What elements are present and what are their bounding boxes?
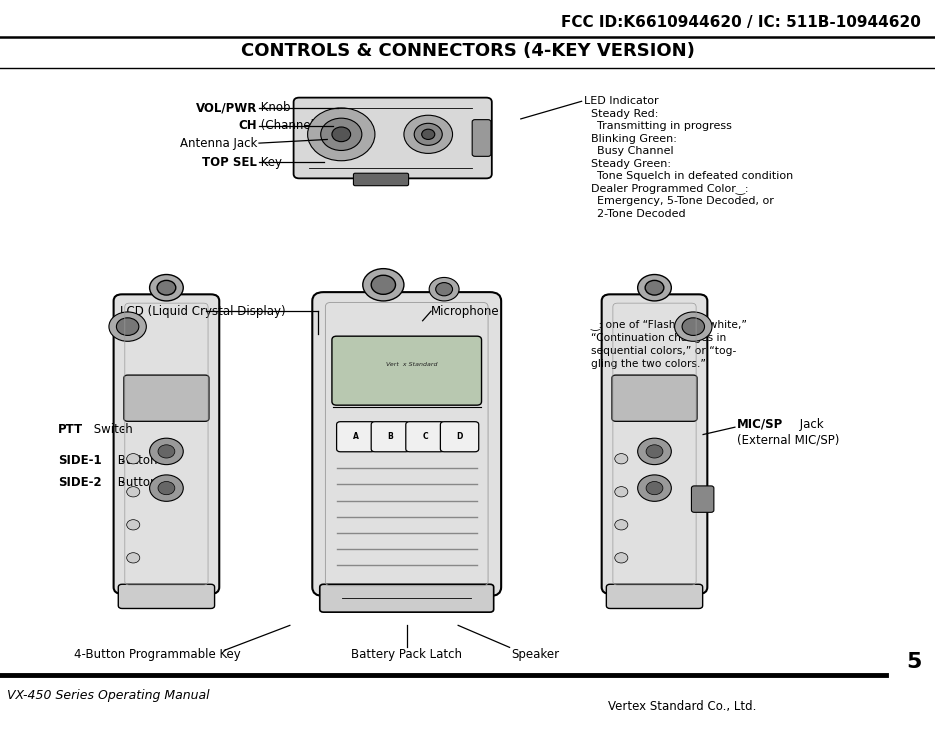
Text: LED Indicator: LED Indicator <box>584 96 659 106</box>
Text: ‿: one of “Flashing in white,”: ‿: one of “Flashing in white,” <box>591 319 748 330</box>
Text: Blinking Green:: Blinking Green: <box>591 134 677 144</box>
FancyBboxPatch shape <box>371 421 410 451</box>
FancyBboxPatch shape <box>606 584 703 608</box>
Circle shape <box>615 454 628 464</box>
Text: CH: CH <box>238 119 257 132</box>
Circle shape <box>429 277 459 301</box>
Text: Transmitting in progress: Transmitting in progress <box>597 121 732 131</box>
Text: B: B <box>387 432 394 441</box>
Circle shape <box>321 118 362 150</box>
Text: Emergency, 5-Tone Decoded, or: Emergency, 5-Tone Decoded, or <box>597 196 774 206</box>
Text: gling the two colors.”: gling the two colors.” <box>591 359 706 369</box>
Text: TOP SEL: TOP SEL <box>202 156 257 169</box>
Text: Jack: Jack <box>797 418 824 431</box>
FancyBboxPatch shape <box>406 421 444 451</box>
Circle shape <box>157 280 176 295</box>
Circle shape <box>108 312 147 341</box>
Circle shape <box>638 275 671 301</box>
Text: Speaker: Speaker <box>511 648 559 661</box>
FancyBboxPatch shape <box>440 421 479 451</box>
Text: Button: Button <box>114 454 158 468</box>
FancyBboxPatch shape <box>320 584 494 612</box>
Text: Steady Red:: Steady Red: <box>591 109 658 119</box>
Circle shape <box>638 438 671 465</box>
Circle shape <box>615 487 628 497</box>
Text: SIDE-1: SIDE-1 <box>58 454 102 468</box>
Circle shape <box>150 275 183 301</box>
Text: LCD (Liquid Crystal Display): LCD (Liquid Crystal Display) <box>120 305 285 318</box>
Circle shape <box>436 283 453 296</box>
Text: VX-450 Series Operating Manual: VX-450 Series Operating Manual <box>7 689 210 702</box>
FancyBboxPatch shape <box>353 173 409 186</box>
Circle shape <box>615 520 628 530</box>
Text: Button: Button <box>114 476 158 489</box>
Circle shape <box>150 475 183 501</box>
FancyBboxPatch shape <box>472 120 491 156</box>
FancyBboxPatch shape <box>118 584 215 608</box>
Text: Microphone: Microphone <box>431 305 499 318</box>
Circle shape <box>308 108 375 161</box>
Circle shape <box>638 475 671 501</box>
Text: MIC/SP: MIC/SP <box>737 418 783 431</box>
Circle shape <box>117 318 139 335</box>
Text: Vertex Standard Co., Ltd.: Vertex Standard Co., Ltd. <box>608 700 756 713</box>
Text: C: C <box>422 432 428 441</box>
FancyBboxPatch shape <box>123 375 209 421</box>
Text: PTT: PTT <box>58 423 83 436</box>
FancyBboxPatch shape <box>602 294 707 594</box>
Circle shape <box>127 520 140 530</box>
Text: Vert  x Standard: Vert x Standard <box>385 363 438 367</box>
Text: Key: Key <box>257 156 282 169</box>
Circle shape <box>646 482 663 495</box>
Text: CONTROLS & CONNECTORS (4-KEY VERSION): CONTROLS & CONNECTORS (4-KEY VERSION) <box>240 43 695 60</box>
FancyBboxPatch shape <box>294 98 492 178</box>
Text: Knob: Knob <box>257 101 291 115</box>
Text: Antenna Jack: Antenna Jack <box>180 137 257 150</box>
Text: (Channel) Selector: (Channel) Selector <box>257 119 371 132</box>
Circle shape <box>371 275 396 294</box>
Text: SIDE-2: SIDE-2 <box>58 476 102 489</box>
Text: Busy Channel: Busy Channel <box>597 146 674 156</box>
Circle shape <box>674 312 712 341</box>
Circle shape <box>150 438 183 465</box>
Text: sequential colors,” or “tog-: sequential colors,” or “tog- <box>591 346 736 356</box>
Text: 2-Tone Decoded: 2-Tone Decoded <box>597 208 686 219</box>
Text: 5: 5 <box>907 652 922 672</box>
Text: A: A <box>352 432 359 441</box>
Text: 4-Button Programmable Key: 4-Button Programmable Key <box>74 648 240 661</box>
Text: Battery Pack Latch: Battery Pack Latch <box>352 648 462 661</box>
Circle shape <box>363 269 404 301</box>
FancyBboxPatch shape <box>312 292 501 596</box>
Text: D: D <box>456 432 463 441</box>
Circle shape <box>127 454 140 464</box>
Text: Dealer Programmed Color‿:: Dealer Programmed Color‿: <box>591 184 748 194</box>
Circle shape <box>127 553 140 563</box>
Circle shape <box>158 445 175 458</box>
Circle shape <box>646 445 663 458</box>
FancyBboxPatch shape <box>114 294 220 594</box>
Circle shape <box>682 318 705 335</box>
Circle shape <box>127 487 140 497</box>
Circle shape <box>158 482 175 495</box>
Circle shape <box>414 123 442 145</box>
FancyBboxPatch shape <box>337 421 375 451</box>
Text: FCC ID:K6610944620 / IC: 511B-10944620: FCC ID:K6610944620 / IC: 511B-10944620 <box>561 15 921 29</box>
Circle shape <box>645 280 664 295</box>
FancyBboxPatch shape <box>691 486 714 512</box>
FancyBboxPatch shape <box>332 336 482 405</box>
Text: Tone Squelch in defeated condition: Tone Squelch in defeated condition <box>597 171 794 181</box>
Text: Steady Green:: Steady Green: <box>591 159 671 169</box>
Circle shape <box>422 129 435 139</box>
FancyBboxPatch shape <box>611 375 697 421</box>
Circle shape <box>332 127 351 142</box>
Circle shape <box>615 553 628 563</box>
Text: Switch: Switch <box>91 423 133 436</box>
Text: (External MIC/SP): (External MIC/SP) <box>737 434 839 447</box>
Text: VOL/PWR: VOL/PWR <box>195 101 257 115</box>
Text: “Continuation changes in: “Continuation changes in <box>591 333 726 343</box>
Circle shape <box>404 115 453 153</box>
